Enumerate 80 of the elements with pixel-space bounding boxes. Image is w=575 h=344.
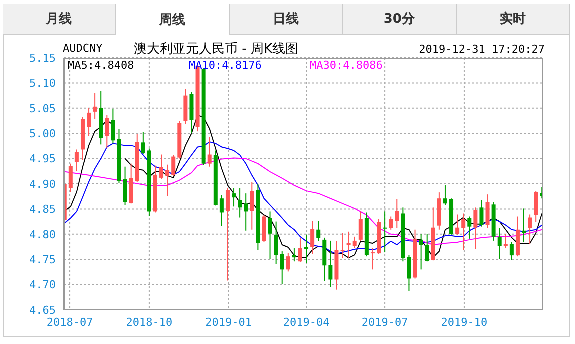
y-tick-label: 4.65 — [30, 304, 56, 317]
x-tick-label: 2018-07 — [46, 316, 94, 329]
chart-title: 澳大利亚元人民币 - 周K线图 — [134, 41, 298, 58]
candlestick — [425, 234, 430, 262]
candlestick — [274, 221, 278, 265]
candlestick — [232, 188, 236, 208]
candlestick — [407, 254, 412, 292]
candlestick — [486, 194, 490, 229]
x-tick-label: 2019-04 — [283, 316, 330, 329]
candlestick — [443, 185, 448, 206]
candlestick — [358, 211, 363, 242]
candlestick — [528, 214, 532, 245]
candlestick — [87, 108, 92, 137]
candlestick — [160, 154, 164, 180]
x-tick-label: 2019-01 — [206, 316, 252, 329]
candlestick — [534, 190, 538, 223]
candlestick — [310, 220, 315, 255]
candlestick — [280, 251, 284, 285]
candlestick — [250, 181, 254, 230]
candlestick — [340, 232, 345, 259]
candlestick — [292, 248, 296, 262]
candlestick — [456, 214, 460, 236]
x-tick-label: 2019-10 — [441, 316, 488, 329]
text: 30分 — [343, 4, 457, 35]
candlestick — [123, 166, 128, 206]
candlestick — [298, 238, 302, 263]
candlestick — [68, 163, 73, 193]
candlestick — [468, 216, 472, 240]
chart-subtitle: AUDCNY — [63, 42, 103, 55]
text: 实时 — [456, 4, 570, 35]
candlestick — [395, 198, 400, 229]
y-tick-label: 4.85 — [30, 203, 56, 216]
candlestick — [74, 149, 79, 172]
y-tick-label: 4.80 — [30, 228, 56, 242]
y-tick-label: 5.00 — [30, 128, 56, 141]
candlestick — [419, 234, 424, 270]
candlestick — [238, 188, 242, 218]
candlestick — [480, 200, 484, 228]
y-tick-label: 4.75 — [30, 254, 56, 267]
y-tick-label: 4.90 — [30, 178, 56, 191]
y-tick-label: 4.70 — [30, 278, 56, 292]
candlestick — [141, 132, 146, 155]
candlestick — [389, 216, 394, 230]
candlestick — [383, 211, 388, 254]
candlestick — [510, 242, 514, 261]
text: 2019-12-31 17:20:27 — [419, 43, 545, 56]
candlestick — [268, 211, 272, 260]
candlestick — [105, 114, 110, 149]
candlestick — [208, 136, 212, 168]
candlestick — [166, 164, 170, 197]
text: 日线 — [230, 4, 344, 35]
candlestick — [316, 220, 321, 242]
candlestick — [474, 207, 478, 250]
candlestick — [304, 234, 309, 264]
line-series — [64, 142, 543, 255]
text: MA5:4.8408 — [68, 59, 134, 72]
candlestick — [172, 154, 176, 177]
candlestick — [286, 252, 290, 272]
candlestick — [352, 236, 357, 250]
candlestick — [346, 231, 351, 259]
y-tick-label: 5.15 — [30, 52, 56, 65]
y-tick-label: 5.05 — [30, 102, 56, 116]
candlestick — [498, 228, 502, 260]
y-tick-label: 5.10 — [30, 77, 56, 90]
candlestick — [328, 240, 333, 288]
text: 月线 — [3, 4, 116, 35]
candlestick — [111, 108, 116, 144]
x-tick-label: 2019-07 — [362, 316, 408, 329]
candlestick — [522, 208, 526, 243]
x-tick-label: 2018-10 — [126, 316, 173, 329]
candlestick — [370, 248, 375, 270]
text: MA30:4.8086 — [310, 59, 383, 72]
text: MA10:4.8176 — [189, 59, 262, 72]
candlestick — [244, 193, 248, 232]
candlestick — [504, 234, 508, 250]
candlestick — [93, 92, 98, 120]
candlestick — [462, 213, 466, 251]
text: 周线 — [116, 4, 230, 35]
candlestick — [220, 194, 224, 227]
y-tick-label: 4.95 — [30, 152, 56, 166]
